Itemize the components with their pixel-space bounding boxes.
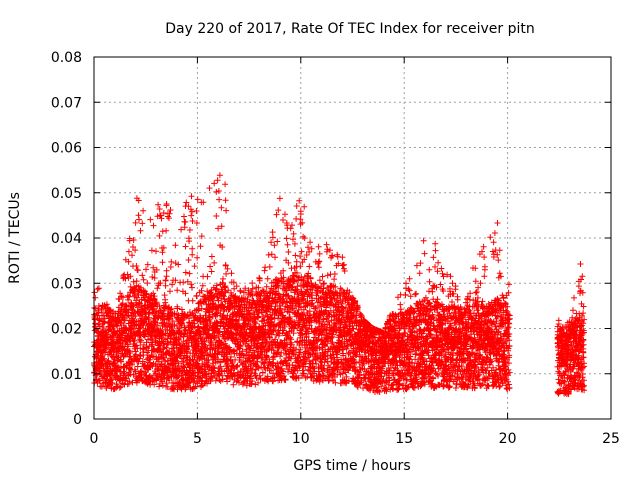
y-tick-label: 0.06 bbox=[51, 141, 82, 157]
y-tick-label: 0.04 bbox=[51, 231, 82, 247]
x-axis-label: GPS time / hours bbox=[293, 458, 410, 474]
y-tick-label: 0.01 bbox=[51, 367, 82, 383]
axis-ticks bbox=[93, 56, 612, 420]
y-tick-label: 0.07 bbox=[51, 95, 82, 111]
y-tick-label: 0 bbox=[73, 412, 82, 428]
chart-title: Day 220 of 2017, Rate Of TEC Index for r… bbox=[165, 21, 535, 37]
x-tick-label: 10 bbox=[292, 431, 310, 447]
x-tick-label: 5 bbox=[193, 431, 202, 447]
y-tick-label: 0.02 bbox=[51, 322, 82, 338]
y-tick-label: 0.03 bbox=[51, 276, 82, 292]
y-axis-label: ROTI / TECUs bbox=[7, 192, 23, 284]
x-tick-label: 15 bbox=[395, 431, 413, 447]
x-tick-label: 20 bbox=[499, 431, 517, 447]
x-tick-label: 25 bbox=[602, 431, 620, 447]
tick-labels: 0 5 10 15 20 25 0 0.01 0.02 0.03 0.04 0.05 0.06 0.07 0… bbox=[51, 50, 620, 447]
y-tick-label: 0.05 bbox=[51, 186, 82, 202]
y-tick-label: 0.08 bbox=[51, 50, 82, 66]
data-points bbox=[91, 172, 588, 397]
x-tick-label: 0 bbox=[90, 431, 99, 447]
roti-points bbox=[91, 172, 588, 397]
